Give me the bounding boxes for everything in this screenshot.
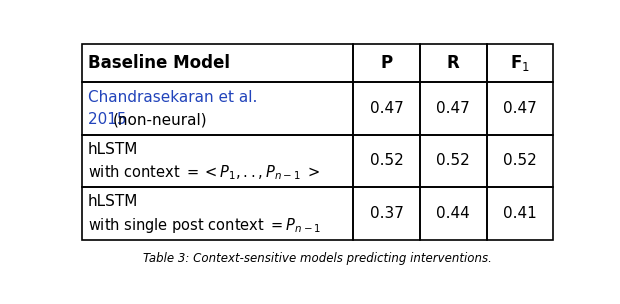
Text: with context $= < P_1, .., P_{n-1}\ >$: with context $= < P_1, .., P_{n-1}\ >$ <box>88 163 321 182</box>
Text: 0.47: 0.47 <box>436 101 470 116</box>
Text: R: R <box>447 54 460 72</box>
Text: 2015: 2015 <box>88 112 131 127</box>
Text: Chandrasekaran et al.: Chandrasekaran et al. <box>88 90 257 105</box>
Text: hLSTM: hLSTM <box>88 195 138 209</box>
Text: with single post context $= P_{n-1}$: with single post context $= P_{n-1}$ <box>88 216 321 235</box>
Text: Baseline Model: Baseline Model <box>88 54 230 72</box>
Text: (non-neural): (non-neural) <box>113 112 207 127</box>
Bar <box>353 43 420 82</box>
Text: 0.47: 0.47 <box>370 101 404 116</box>
Text: F$_1$: F$_1$ <box>510 53 530 73</box>
Bar <box>82 82 353 135</box>
Text: 0.37: 0.37 <box>370 206 404 221</box>
Text: P: P <box>381 54 392 72</box>
Bar <box>487 135 553 187</box>
Bar <box>82 43 353 82</box>
Text: 0.52: 0.52 <box>436 154 470 168</box>
Bar <box>420 135 487 187</box>
Bar <box>487 187 553 240</box>
Bar <box>353 135 420 187</box>
Text: Table 3: Context-sensitive models predicting interventions.: Table 3: Context-sensitive models predic… <box>143 252 492 265</box>
Bar <box>420 82 487 135</box>
Bar <box>487 43 553 82</box>
Text: hLSTM: hLSTM <box>88 142 138 157</box>
Bar <box>420 187 487 240</box>
Text: 0.44: 0.44 <box>436 206 470 221</box>
Text: 0.47: 0.47 <box>503 101 537 116</box>
Bar <box>487 82 553 135</box>
Text: 0.41: 0.41 <box>503 206 537 221</box>
Text: 0.52: 0.52 <box>370 154 404 168</box>
Bar <box>82 187 353 240</box>
Bar <box>420 43 487 82</box>
Bar <box>353 82 420 135</box>
Bar <box>82 135 353 187</box>
Text: 0.52: 0.52 <box>503 154 537 168</box>
Bar <box>353 187 420 240</box>
